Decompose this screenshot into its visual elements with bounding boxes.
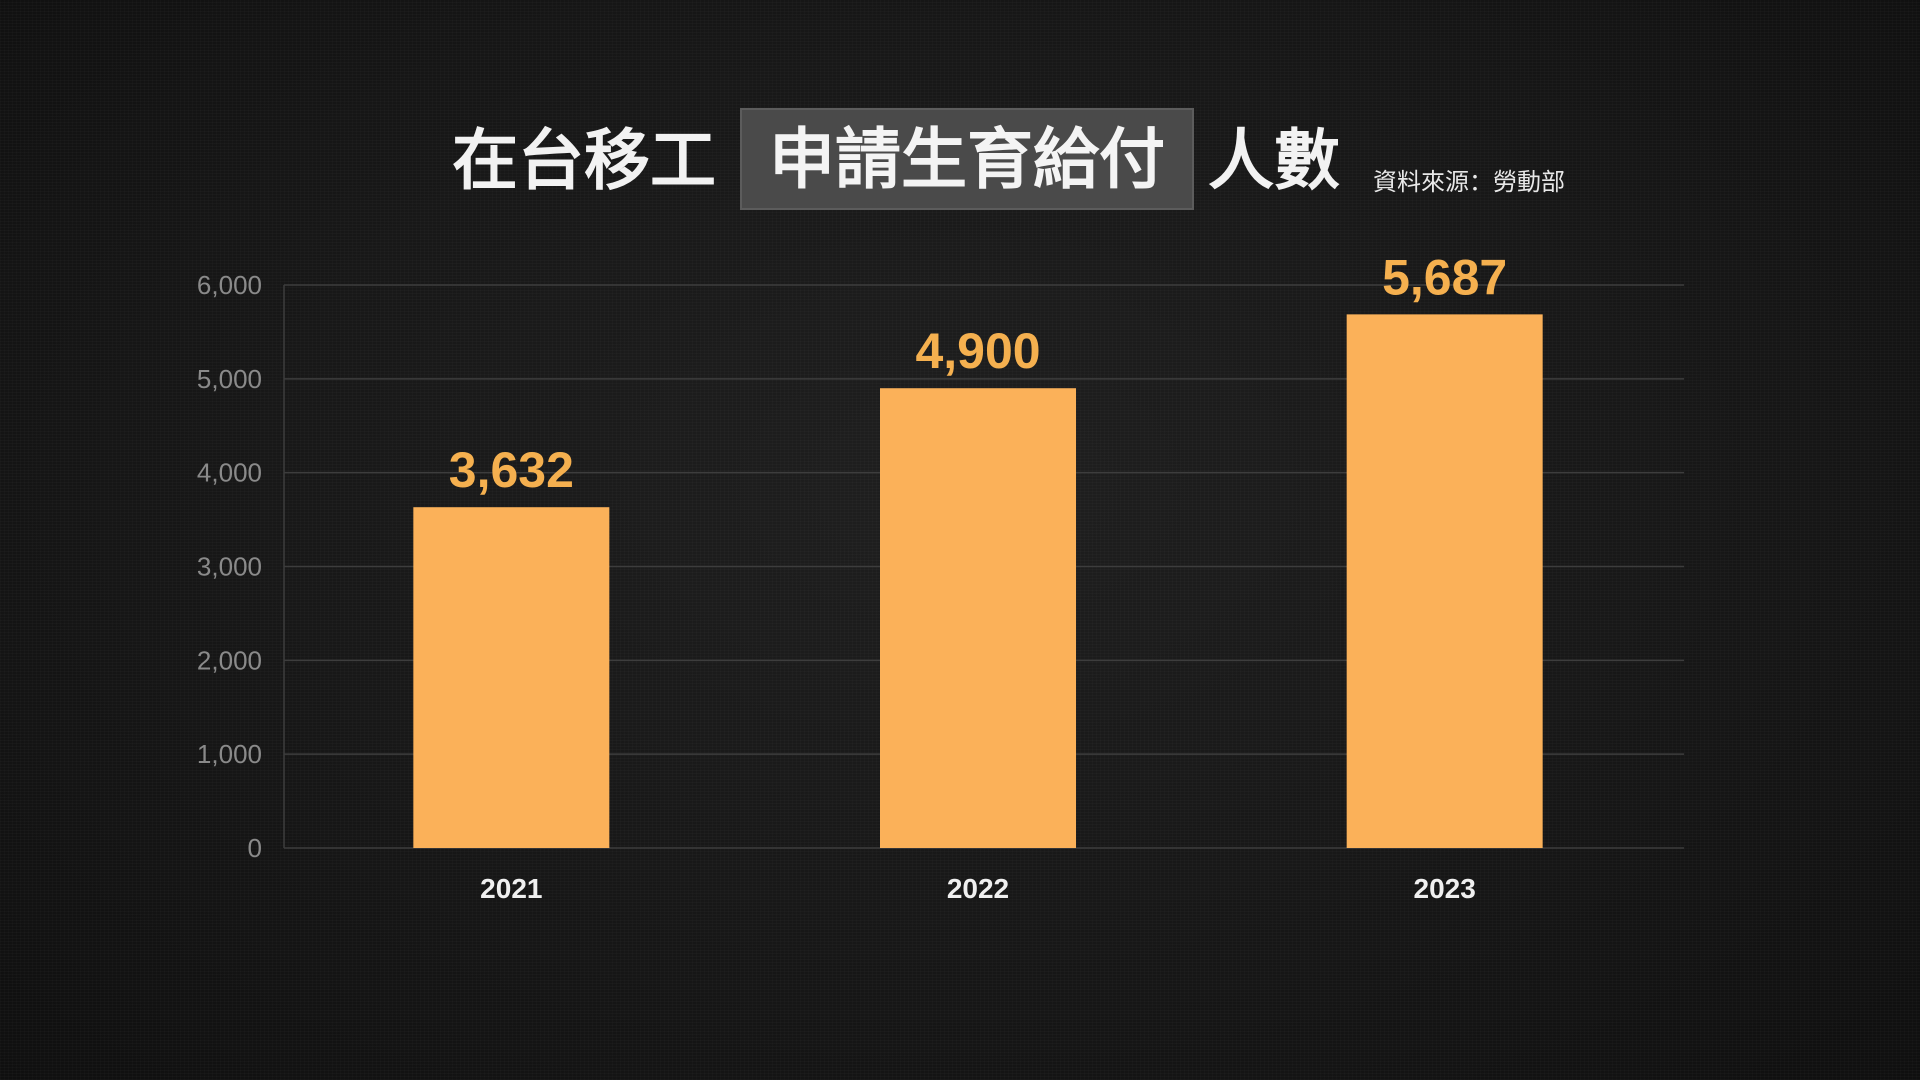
bar-2022 <box>880 388 1076 848</box>
y-tick-label: 2,000 <box>197 645 262 675</box>
y-axis: 0 1,000 2,000 3,000 4,000 5,000 6,000 <box>197 270 285 863</box>
chart-title: 在台移工 申請生育給付 人數 <box>0 108 1920 214</box>
y-tick-label: 1,000 <box>197 739 262 769</box>
y-tick-label: 5,000 <box>197 364 262 394</box>
y-tick-label: 0 <box>248 833 262 863</box>
bar-2023 <box>1346 314 1543 848</box>
labels: 3,632 2021 4,900 2022 5,687 2023 <box>449 249 1507 904</box>
x-category-label: 2023 <box>1414 873 1476 904</box>
value-label-2022: 4,900 <box>915 323 1040 379</box>
bar-2021 <box>413 507 610 848</box>
title-highlight-box: 申請生育給付 <box>740 108 1194 210</box>
value-label-2023: 5,687 <box>1382 249 1507 305</box>
x-category-label: 2022 <box>947 873 1009 904</box>
y-tick-label: 4,000 <box>197 458 262 488</box>
title-text-part-3: 人數 <box>1208 122 1340 199</box>
y-tick-label: 3,000 <box>197 552 262 582</box>
bars <box>413 314 1543 848</box>
title-text-part-1: 在台移工 <box>452 122 716 199</box>
y-tick-label: 6,000 <box>197 270 262 300</box>
value-label-2021: 3,632 <box>449 442 574 498</box>
x-category-label: 2021 <box>480 873 542 904</box>
data-source-note: 資料來源：勞動部 <box>1373 168 1565 196</box>
